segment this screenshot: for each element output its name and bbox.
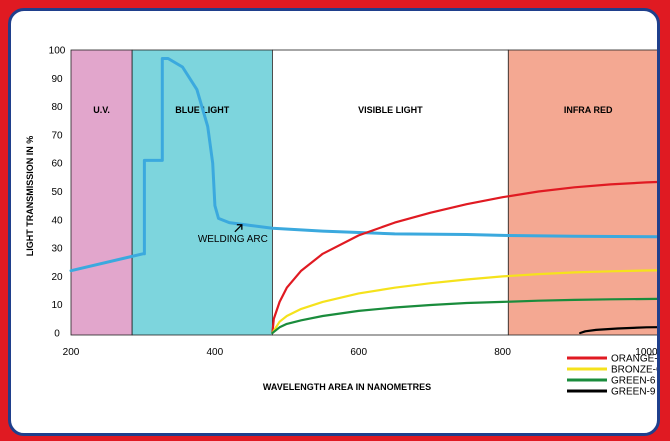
region-band-0 <box>70 49 133 336</box>
series-line-3 <box>271 297 657 335</box>
y-tick-label: 20 <box>51 272 63 283</box>
region-band-2 <box>271 49 509 336</box>
y-tick-label: 10 <box>51 300 63 311</box>
y-tick-label: 50 <box>51 187 63 198</box>
x-tick-label: 200 <box>63 347 80 358</box>
y-axis-title: LIGHT TRANSMISSION IN % <box>25 136 35 257</box>
series-line-4 <box>579 326 657 335</box>
y-tick-label: 0 <box>54 329 60 340</box>
legend-label-0: ORANGE-CE <box>611 354 657 365</box>
region-label-3: INFRA RED <box>564 105 613 115</box>
annotation-text: WELDING ARC <box>198 234 268 245</box>
region-label-0: U.V. <box>93 105 110 115</box>
series-line-0 <box>69 57 657 273</box>
x-tick-label: 800 <box>494 347 511 358</box>
annotation-arrow <box>234 224 243 233</box>
y-tick-label: 70 <box>51 130 63 141</box>
chart-card: U.V. BLUE LIGHT VISIBLE LIGHT INFRA RED 0 10… <box>8 8 660 436</box>
y-tick-label: 30 <box>51 244 63 255</box>
region-label-2: VISIBLE LIGHT <box>358 105 423 115</box>
series-line-1 <box>271 180 657 335</box>
region-band-1 <box>131 49 273 336</box>
y-tick-label: 40 <box>51 215 63 226</box>
chart: U.V. BLUE LIGHT VISIBLE LIGHT INFRA RED 010… <box>25 46 657 398</box>
y-tick-label: 60 <box>51 159 63 170</box>
x-tick-label: 1000 <box>635 347 657 358</box>
y-tick-label: 90 <box>51 74 63 85</box>
y-tick-label: 100 <box>49 46 66 57</box>
x-tick-label: 400 <box>207 347 224 358</box>
y-tick-label: 80 <box>51 102 63 113</box>
legend-label-1: BRONZE-CE <box>611 365 657 376</box>
legend-label-3: GREEN-9 <box>611 387 656 398</box>
series-line-2 <box>271 269 657 335</box>
x-tick-label: 600 <box>350 347 367 358</box>
legend-label-2: GREEN-6 <box>611 376 656 387</box>
x-axis-title: WAVELENGTH AREA IN NANOMETRES <box>263 382 431 392</box>
